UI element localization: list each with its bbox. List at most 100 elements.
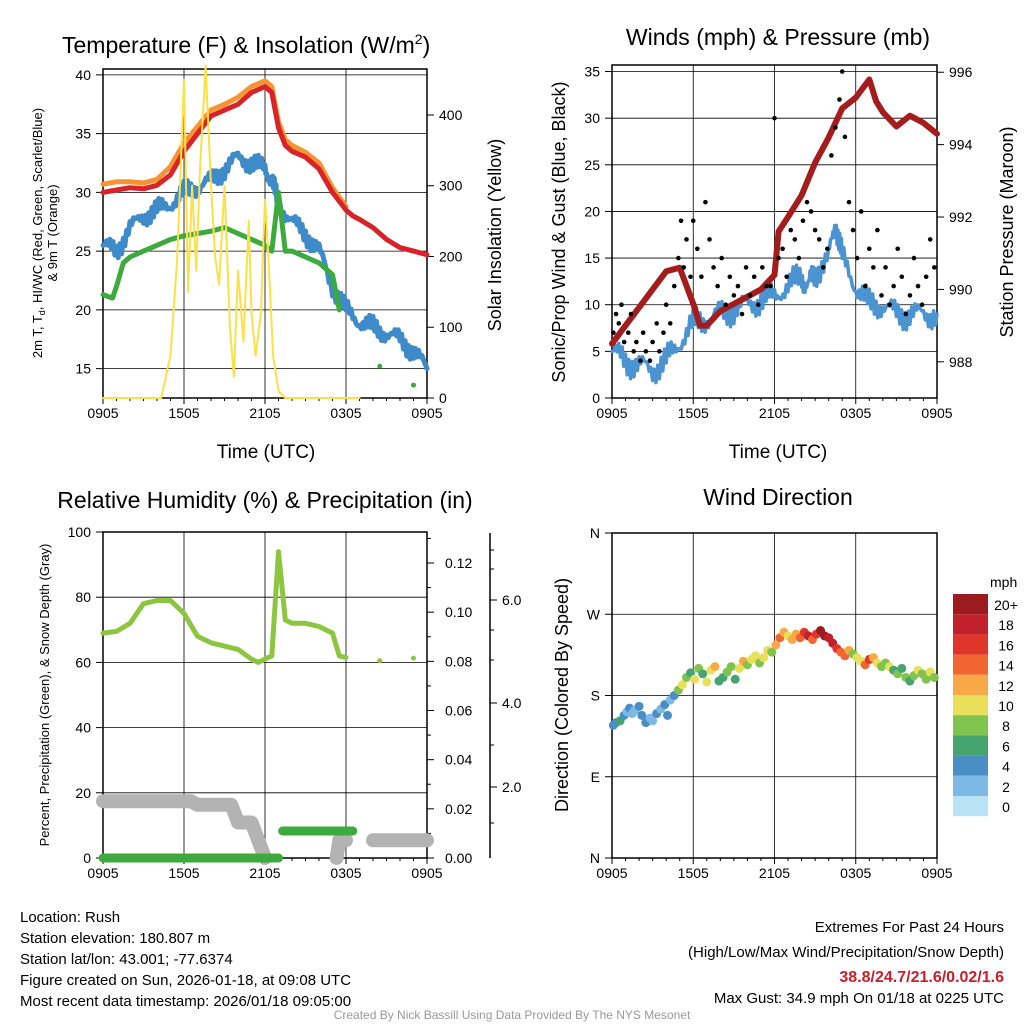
series-snow-depth — [329, 833, 353, 865]
x-tick-label: 0905 — [596, 405, 627, 421]
x-tick-label: 2105 — [249, 405, 280, 421]
gust-point — [690, 218, 696, 224]
y-tick-label: 40 — [75, 720, 91, 736]
gust-point — [846, 199, 852, 205]
gust-point — [842, 134, 848, 140]
precip-tick-label: 0.02 — [445, 801, 472, 817]
gust-point — [825, 246, 830, 252]
legend-label: 4 — [1002, 759, 1010, 775]
gust-point — [723, 302, 729, 308]
gust-point — [784, 274, 789, 280]
series-2m-t — [100, 84, 430, 258]
gust-point — [628, 311, 634, 317]
precip-tick-label: 0.04 — [445, 752, 472, 768]
gust-point — [891, 283, 896, 289]
x-tick-label: 1505 — [678, 405, 709, 421]
gust-point — [619, 302, 624, 308]
gust-point — [755, 302, 761, 308]
gust-point — [727, 274, 733, 280]
gust-point — [671, 283, 677, 289]
series-pressure — [609, 76, 940, 347]
y-tick-label: 100 — [68, 524, 92, 540]
x-tick-label: 0305 — [840, 865, 871, 881]
direction-point — [771, 640, 781, 650]
gust-point — [760, 265, 765, 270]
temperature-panel: 0905 1505 2105 0305 090515202530354001002003… — [75, 64, 463, 421]
y-tick-label: 35 — [75, 126, 91, 142]
x-tick-label: 1505 — [678, 865, 709, 881]
gust-point — [616, 321, 622, 326]
direction-point — [677, 680, 687, 690]
gust-point — [625, 330, 631, 336]
gust-point — [739, 311, 745, 317]
gust-point — [611, 330, 616, 336]
x-tick-label: 0905 — [411, 865, 442, 881]
legend-swatch — [953, 695, 988, 716]
elevation-text: Station elevation: 180.807 m — [20, 930, 210, 947]
gust-point — [780, 246, 785, 252]
y-tick-label: 10 — [584, 297, 600, 313]
legend-swatch — [953, 654, 988, 675]
legend-label: 16 — [998, 637, 1014, 653]
gust-point — [735, 283, 741, 289]
direction-point — [726, 662, 736, 672]
gust-point — [621, 339, 627, 345]
series-rh — [100, 549, 349, 665]
x-tick-label: 2105 — [759, 405, 790, 421]
gust-point — [640, 330, 646, 336]
series-snow-depth — [96, 794, 272, 865]
series-solar-insolation — [102, 64, 361, 399]
direction-point — [751, 651, 761, 661]
precip-tick-label: 0.10 — [445, 604, 472, 620]
gust-point — [927, 237, 933, 242]
gust-point — [788, 227, 794, 233]
gust-point — [678, 218, 684, 224]
gust-point — [871, 265, 876, 270]
max-gust-text: Max Gust: 34.9 mph On 01/18 at 0225 UTC — [714, 990, 1004, 1007]
insolation-y-label: Solar Insolation (Yellow) — [485, 139, 505, 331]
series-wind — [610, 223, 939, 385]
gust-point — [661, 330, 666, 336]
precip-tick-label: 0.12 — [445, 555, 472, 571]
gust-point — [800, 218, 806, 224]
gust-point — [808, 209, 814, 214]
gust-point — [764, 283, 769, 289]
gust-point — [681, 265, 687, 270]
precip-tick-label: 0.06 — [445, 703, 472, 719]
gust-point — [820, 265, 826, 270]
gust-point — [743, 265, 749, 270]
wind-y-label: Sonic/Prop Wind & Gust (Blue, Black) — [549, 81, 569, 382]
gust-point — [907, 293, 913, 298]
y-tick-label: 40 — [75, 67, 91, 83]
gust-point — [613, 311, 619, 317]
gust-point — [887, 302, 892, 308]
right-y-tick-label: 0 — [439, 390, 447, 406]
gust-point — [879, 293, 884, 298]
gust-point — [747, 293, 753, 298]
y-tick-label: 15 — [584, 250, 600, 266]
direction-point — [663, 710, 673, 720]
legend-label: 20+ — [994, 597, 1018, 613]
y-tick-label: S — [591, 688, 600, 704]
y-tick-label: E — [591, 769, 600, 785]
gust-point — [776, 255, 781, 261]
series-hi-wc — [100, 150, 430, 372]
latlon-text: Station lat/lon: 43.001; -77.6374 — [20, 951, 233, 968]
snow-tick-label: 4.0 — [502, 695, 522, 711]
legend-swatch — [953, 634, 988, 655]
snow-tick-label: 2.0 — [502, 779, 522, 795]
gust-point — [875, 227, 880, 233]
y-tick-label: 0 — [592, 390, 600, 406]
gust-point — [858, 209, 864, 214]
precip-tick-label: 0.00 — [445, 850, 472, 866]
gust-point — [688, 274, 693, 280]
right-y-tick-label: 200 — [439, 248, 463, 264]
legend-label: 12 — [998, 678, 1014, 694]
y-tick-label: 20 — [75, 302, 91, 318]
legend-label: 8 — [1002, 718, 1010, 734]
legend-label: 10 — [998, 698, 1014, 714]
x-tick-label: 2105 — [249, 865, 280, 881]
y-tick-label: 30 — [584, 110, 600, 126]
direction-point — [921, 674, 931, 684]
direction-point — [767, 647, 777, 657]
